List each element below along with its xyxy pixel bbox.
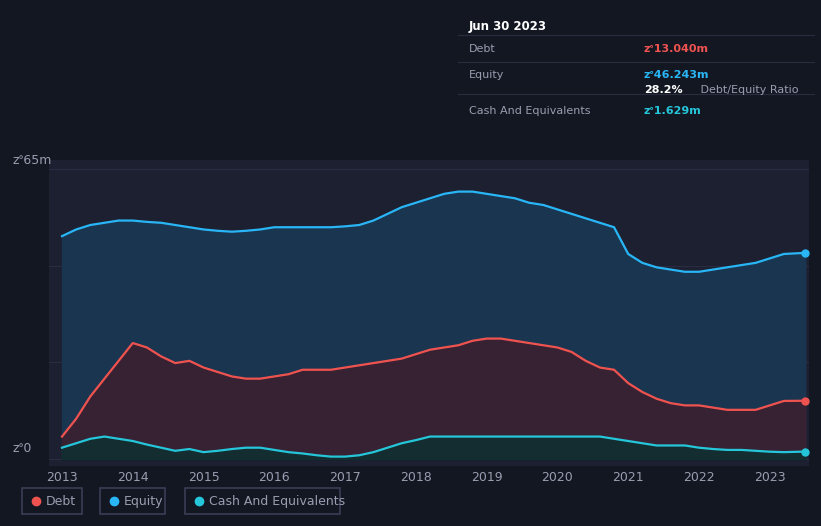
FancyBboxPatch shape bbox=[22, 488, 82, 514]
Text: Debt: Debt bbox=[46, 494, 76, 508]
Text: zᐤ65m: zᐤ65m bbox=[12, 154, 52, 167]
Text: zᐤ1.629m: zᐤ1.629m bbox=[644, 106, 702, 116]
Text: Cash And Equivalents: Cash And Equivalents bbox=[469, 106, 590, 116]
Text: Debt: Debt bbox=[469, 44, 496, 54]
Text: Debt/Equity Ratio: Debt/Equity Ratio bbox=[697, 85, 799, 95]
Text: 28.2%: 28.2% bbox=[644, 85, 682, 95]
Text: zᐤ46.243m: zᐤ46.243m bbox=[644, 70, 709, 80]
Text: Cash And Equivalents: Cash And Equivalents bbox=[209, 494, 345, 508]
FancyBboxPatch shape bbox=[100, 488, 165, 514]
Text: zᐤ13.040m: zᐤ13.040m bbox=[644, 44, 709, 54]
Text: Equity: Equity bbox=[469, 70, 504, 80]
Text: Equity: Equity bbox=[124, 494, 163, 508]
Text: Jun 30 2023: Jun 30 2023 bbox=[469, 19, 547, 33]
Text: zᐤ0: zᐤ0 bbox=[12, 442, 32, 454]
FancyBboxPatch shape bbox=[185, 488, 340, 514]
